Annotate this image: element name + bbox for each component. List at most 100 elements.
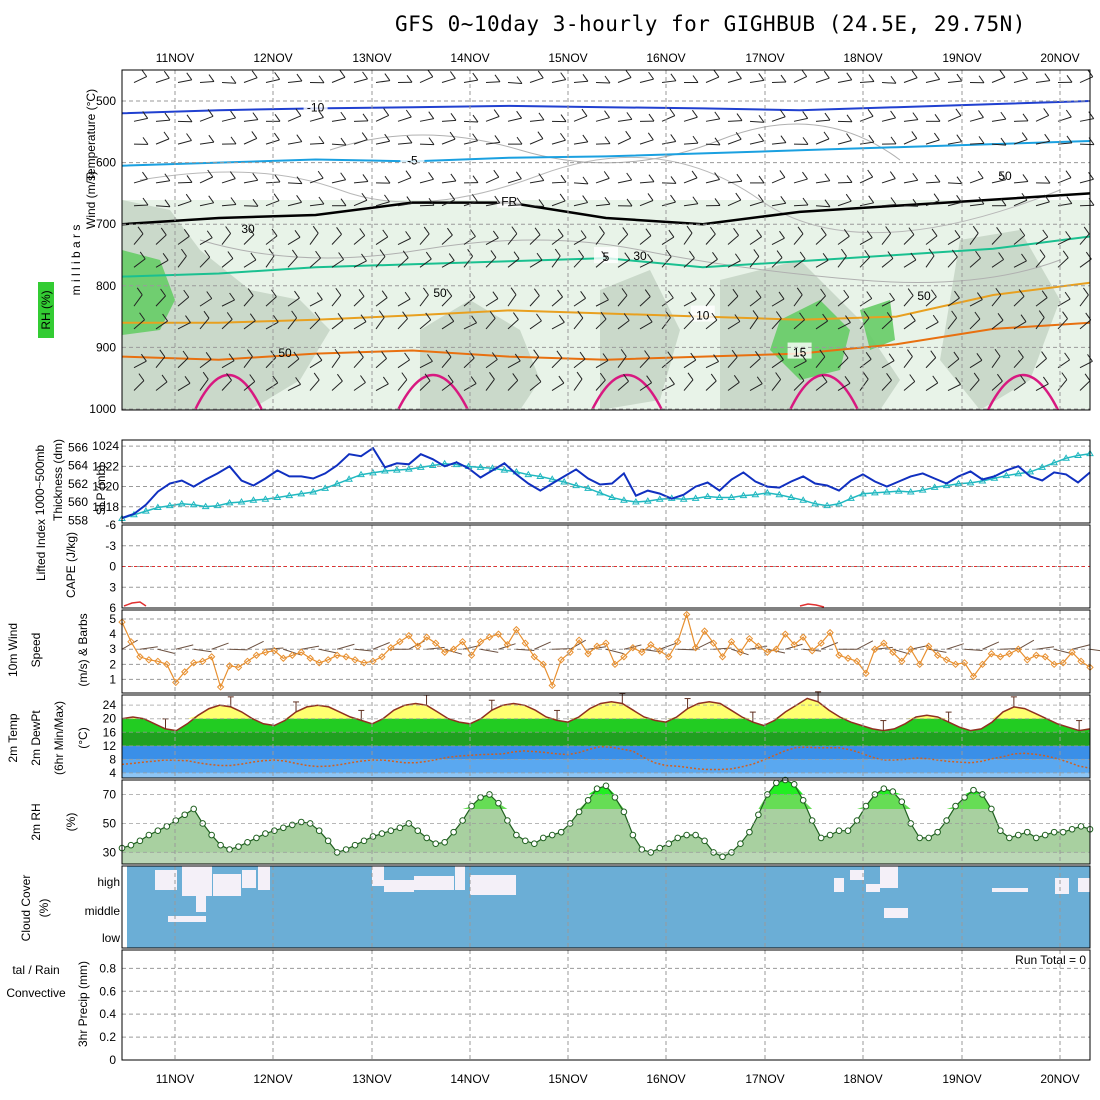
wind-barb-flag bbox=[646, 314, 653, 323]
wind-barb bbox=[991, 118, 1006, 122]
wind-barb bbox=[815, 205, 831, 208]
rh-point bbox=[163, 823, 171, 830]
day-label-top: 18NOV bbox=[843, 51, 882, 65]
axis-label-6hr-minmax: (6hr Min/Max) bbox=[52, 701, 66, 775]
wind-barb-flag bbox=[202, 371, 209, 380]
wind-barb bbox=[595, 379, 606, 391]
wind-barb bbox=[441, 356, 452, 369]
warm-contour-arc bbox=[590, 373, 664, 411]
warm-contour-arc bbox=[788, 373, 860, 411]
pressure-tick-label: 700 bbox=[96, 217, 116, 231]
wind-barb bbox=[837, 140, 852, 145]
wind-barb-flag bbox=[291, 310, 298, 319]
wind-barb-flag bbox=[492, 230, 499, 239]
wind-speed-point bbox=[378, 653, 386, 661]
cloud-clear-patch bbox=[1055, 878, 1069, 894]
rh-point bbox=[584, 796, 592, 804]
wind-barb-flag bbox=[162, 313, 169, 322]
wind-barb-flag bbox=[274, 72, 281, 80]
wind-barb-flag bbox=[510, 287, 517, 295]
wind-barb bbox=[617, 77, 632, 83]
wind-barb-flag bbox=[912, 198, 919, 207]
wind-barb-flag bbox=[293, 351, 300, 360]
wind-barb-flag bbox=[624, 252, 631, 260]
wind-speed-point bbox=[754, 642, 763, 650]
wind-barb-flag bbox=[735, 132, 742, 140]
wind-barb bbox=[463, 140, 478, 145]
wind-barb bbox=[793, 76, 807, 83]
wind-speed-point bbox=[889, 648, 897, 656]
rh-point bbox=[1059, 828, 1067, 836]
wind-barb-flag bbox=[930, 289, 937, 298]
wind-speed-point bbox=[548, 681, 556, 690]
wind-barb bbox=[243, 356, 253, 369]
wind-barb bbox=[969, 177, 984, 184]
wind-barb-flag bbox=[625, 70, 632, 78]
wind-speed-point bbox=[1005, 650, 1014, 658]
rh-point bbox=[127, 841, 135, 849]
wind-barb-flag bbox=[954, 290, 960, 299]
wind-barb bbox=[837, 357, 849, 369]
wind-barb-flag bbox=[1062, 311, 1068, 319]
wind-speed-point bbox=[127, 637, 135, 646]
slp-line bbox=[121, 446, 1091, 519]
wind-barb-flag bbox=[1000, 137, 1007, 146]
wind-barb bbox=[1079, 178, 1094, 184]
wind-barb-flag bbox=[489, 372, 495, 380]
day-label-top: 12NOV bbox=[253, 51, 292, 65]
wind-barb-flag bbox=[381, 290, 388, 298]
thickness-point bbox=[476, 463, 485, 470]
wind-barb bbox=[947, 115, 962, 122]
wind-barb bbox=[1079, 294, 1089, 307]
wind-barb bbox=[397, 142, 412, 145]
wind-barb bbox=[727, 78, 742, 84]
wind-barb-flag bbox=[868, 134, 875, 143]
rh-point bbox=[665, 840, 673, 848]
wind-barb bbox=[529, 356, 540, 369]
li-series bbox=[799, 603, 825, 608]
wind-barb bbox=[727, 381, 740, 391]
wind-barb-flag bbox=[1042, 376, 1049, 385]
wind-barb bbox=[221, 178, 236, 184]
wind-barb bbox=[155, 381, 168, 391]
wind-barb-flag bbox=[756, 376, 763, 385]
surface-wind-barb bbox=[588, 646, 606, 650]
wind-barb-flag bbox=[932, 375, 939, 384]
thickness-point bbox=[153, 503, 162, 510]
wind-speed-point bbox=[736, 648, 745, 656]
wind-speed-point bbox=[647, 641, 655, 649]
panel-frame bbox=[121, 69, 1091, 411]
wind-barb-flag bbox=[207, 169, 214, 178]
wind-tick-label: 2 bbox=[109, 657, 116, 671]
wind-barb bbox=[353, 260, 367, 268]
wind-barb-flag bbox=[863, 310, 870, 319]
pressure-tick-label: 900 bbox=[96, 340, 116, 354]
wind-barb-flag bbox=[358, 289, 365, 297]
temp-tick-label: 24 bbox=[103, 698, 117, 712]
wind-barb bbox=[573, 237, 587, 245]
wind-barb-flag bbox=[711, 312, 718, 321]
wind-barb-flag bbox=[888, 353, 895, 362]
wind-barb bbox=[903, 295, 914, 307]
wind-barb bbox=[595, 360, 609, 369]
wind-barb bbox=[441, 138, 456, 145]
wind-barb bbox=[881, 379, 892, 391]
wind-barb-flag bbox=[732, 288, 739, 297]
wind-barb-flag bbox=[208, 74, 215, 82]
wind-barb bbox=[793, 258, 806, 268]
wind-barb-flag bbox=[361, 253, 367, 262]
wind-barb bbox=[419, 294, 429, 307]
wind-barb bbox=[419, 360, 433, 369]
wind-barb bbox=[133, 233, 144, 245]
wind-barb-flag bbox=[318, 196, 325, 205]
wind-barb bbox=[705, 233, 716, 245]
rh-point bbox=[961, 794, 968, 801]
wind-barb bbox=[529, 234, 541, 245]
wind-barb bbox=[221, 360, 235, 369]
wind-barb-flag bbox=[384, 175, 391, 184]
rh-point bbox=[1023, 828, 1031, 836]
wind-barb-flag bbox=[801, 69, 808, 77]
wind-barb bbox=[1079, 76, 1093, 83]
wind-speed-point bbox=[163, 660, 171, 669]
wind-barb-flag bbox=[535, 374, 542, 383]
